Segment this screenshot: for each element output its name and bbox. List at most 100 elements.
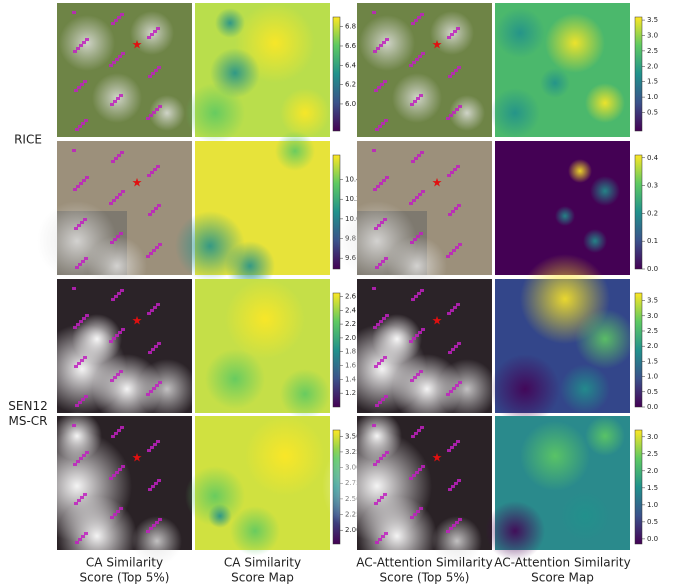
highlight-pixel [384, 257, 388, 260]
ca-score-map [185, 3, 330, 143]
highlight-pixel [73, 188, 77, 191]
highlight-pixel [84, 532, 88, 535]
highlight-pixel [378, 263, 382, 266]
highlight-pixel [413, 513, 417, 516]
highlight-pixel [383, 80, 387, 83]
panel-blob [583, 229, 607, 253]
colorbar-tick-label: 6.0 [345, 100, 356, 108]
highlight-pixel [413, 376, 417, 379]
highlight-pixel [378, 401, 382, 404]
highlight-pixel [115, 196, 119, 199]
highlight-pixel [375, 128, 379, 131]
highlight-pixel [156, 27, 160, 30]
highlight-pixel [374, 227, 378, 230]
colorbar-tick-label: 1.5 [647, 357, 658, 365]
row-label: SEN12 [8, 399, 47, 413]
highlight-pixel [451, 348, 455, 351]
panel-blob [225, 279, 305, 359]
colorbar [333, 293, 340, 407]
highlight-pixel [381, 122, 385, 125]
highlight-pixel [148, 488, 152, 491]
highlight-pixel [454, 69, 458, 72]
highlight-pixel [74, 365, 78, 368]
highlight-pixel [150, 446, 154, 449]
highlight-pixel [115, 334, 119, 337]
panel-blob [575, 309, 635, 369]
highlight-pixel [451, 72, 455, 75]
highlight-pixel [452, 387, 456, 390]
highlight-pixel [419, 370, 423, 373]
highlight-pixel [447, 312, 451, 315]
colorbar-tick-label: 1.0 [647, 93, 658, 101]
highlight-pixel [75, 128, 79, 131]
highlight-pixel [150, 33, 154, 36]
highlight-pixel [373, 188, 377, 191]
highlight-pixel [379, 44, 383, 47]
highlight-pixel [157, 479, 161, 482]
highlight-pixel [376, 47, 380, 50]
ca-score-map [195, 279, 330, 419]
highlight-pixel [384, 119, 388, 122]
highlight-pixel [411, 160, 415, 163]
panel-blob [585, 416, 625, 456]
row-label: MS-CR [8, 414, 47, 428]
colorbar-tick-label: 1.0 [647, 373, 658, 381]
highlight-pixel [152, 111, 156, 114]
highlight-pixel [450, 446, 454, 449]
column-label: Score Map [531, 571, 594, 585]
highlight-pixel [373, 463, 377, 466]
highlight-pixel [448, 488, 452, 491]
highlight-pixel [113, 376, 117, 379]
colorbar-tick-label: 0.0 [647, 403, 658, 411]
satellite-overlay-panel: ★ [337, 141, 492, 296]
highlight-pixel [372, 149, 376, 152]
highlight-pixel [382, 41, 386, 44]
highlight-pixel [155, 384, 159, 387]
highlight-pixel [114, 157, 118, 160]
highlight-pixel [78, 125, 82, 128]
highlight-pixel [446, 393, 450, 396]
highlight-pixel [82, 317, 86, 320]
satellite-overlay-panel: ★ [22, 411, 192, 576]
ca-score-map [185, 416, 330, 556]
colorbar-tick-label: 0.4 [647, 154, 659, 162]
highlight-pixel [149, 114, 153, 117]
colorbar-tick-label: 3.0 [647, 312, 658, 320]
highlight-pixel [383, 356, 387, 359]
highlight-pixel [121, 328, 125, 331]
highlight-pixel [115, 471, 119, 474]
highlight-pixel [153, 306, 157, 309]
highlight-pixel [453, 443, 457, 446]
highlight-pixel [150, 309, 154, 312]
highlight-pixel [412, 474, 416, 477]
highlight-pixel [80, 83, 84, 86]
colorbar-tick-label: 0.0 [647, 265, 658, 273]
panel-blob [245, 416, 325, 496]
colorbar-tick-label: 2.4 [345, 306, 357, 314]
highlight-pixel [77, 499, 81, 502]
highlight-pixel [114, 432, 118, 435]
colorbar-tick-label: 6.4 [345, 61, 357, 69]
highlight-pixel [158, 105, 162, 108]
highlight-pixel [155, 521, 159, 524]
highlight-pixel [414, 157, 418, 160]
colorbar-tick-label: 1.5 [647, 484, 658, 492]
highlight-pixel [149, 252, 153, 255]
highlight-pixel [117, 429, 121, 432]
highlight-pixel [78, 263, 82, 266]
highlight-pixel [82, 41, 86, 44]
highlight-pixel [119, 370, 123, 373]
highlight-pixel [375, 541, 379, 544]
highlight-pixel [117, 16, 121, 19]
panel-blob [359, 15, 415, 71]
highlight-pixel [151, 348, 155, 351]
highlight-pixel [420, 289, 424, 292]
highlight-pixel [411, 298, 415, 301]
highlight-pixel [153, 30, 157, 33]
highlight-pixel [449, 114, 453, 117]
highlight-pixel [379, 320, 383, 323]
highlight-pixel [154, 345, 158, 348]
highlight-pixel [75, 404, 79, 407]
highlight-pixel [384, 532, 388, 535]
highlight-pixel [111, 160, 115, 163]
